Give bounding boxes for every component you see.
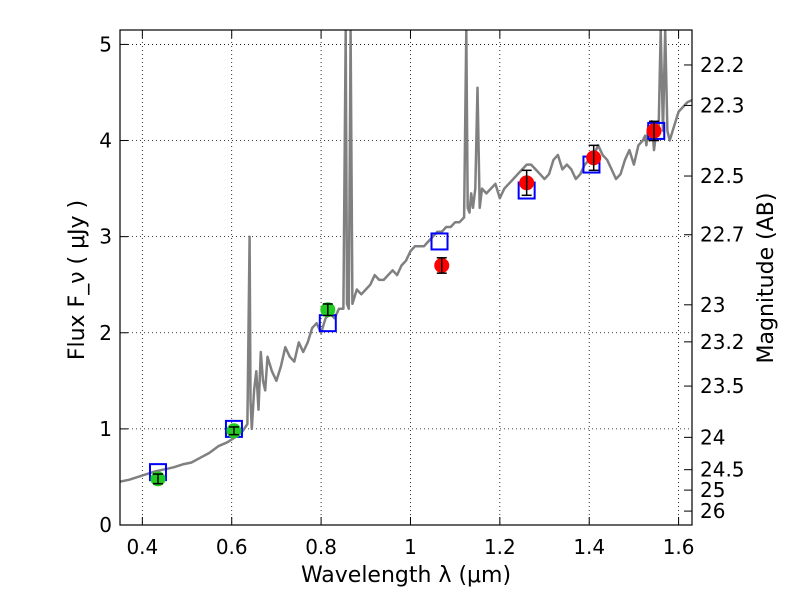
y2-tick-label: 23.5: [700, 374, 745, 398]
x-tick-label: 1.6: [663, 535, 695, 559]
y-tick-label: 3: [99, 225, 112, 249]
y2-tick-label: 22.3: [700, 93, 745, 117]
y2-tick-label: 22.2: [700, 53, 745, 77]
x-tick-label: 1: [404, 535, 417, 559]
y2-tick-label: 22.7: [700, 223, 745, 247]
x-axis-label: Wavelength λ (μm): [301, 563, 511, 588]
plot-frame: [119, 29, 693, 526]
y-axis-label: Flux F_ν ( μJy ): [65, 200, 90, 360]
spectrum-series: [120, 30, 692, 483]
x-tick-label: 1.4: [573, 535, 605, 559]
y-tick-label: 1: [99, 417, 112, 441]
x-tick-label: 0.8: [305, 535, 337, 559]
model-square-marker: [430, 232, 449, 251]
y-tick-label: 5: [99, 32, 112, 56]
y2-tick-label: 23.2: [700, 330, 745, 354]
y-tick-label: 4: [99, 129, 112, 153]
y-tick-label: 0: [99, 513, 112, 537]
x-tick-label: 0.6: [216, 535, 248, 559]
spectrum-line: [120, 30, 692, 483]
y2-tick-label: 24.5: [700, 458, 745, 482]
y2-tick-label: 24: [700, 425, 725, 449]
y2-axis-label: Magnitude (AB): [754, 193, 779, 364]
x-tick-label: 0.4: [126, 535, 158, 559]
x-tick-label: 1.2: [484, 535, 516, 559]
grid: [120, 30, 692, 526]
observed-series: [150, 120, 662, 487]
y-tick-label: 2: [99, 321, 112, 345]
y2-tick-label: 23: [700, 293, 725, 317]
y2-tick-label: 22.5: [700, 164, 745, 188]
axis-ticks: 0.4 0.6 0.8 1 1.2 1.4 1.601234522.222.322.522.…: [99, 30, 745, 559]
y2-tick-label: 26: [700, 499, 725, 523]
model-photometry-series: [148, 121, 666, 482]
y2-tick-label: 25: [700, 478, 725, 502]
